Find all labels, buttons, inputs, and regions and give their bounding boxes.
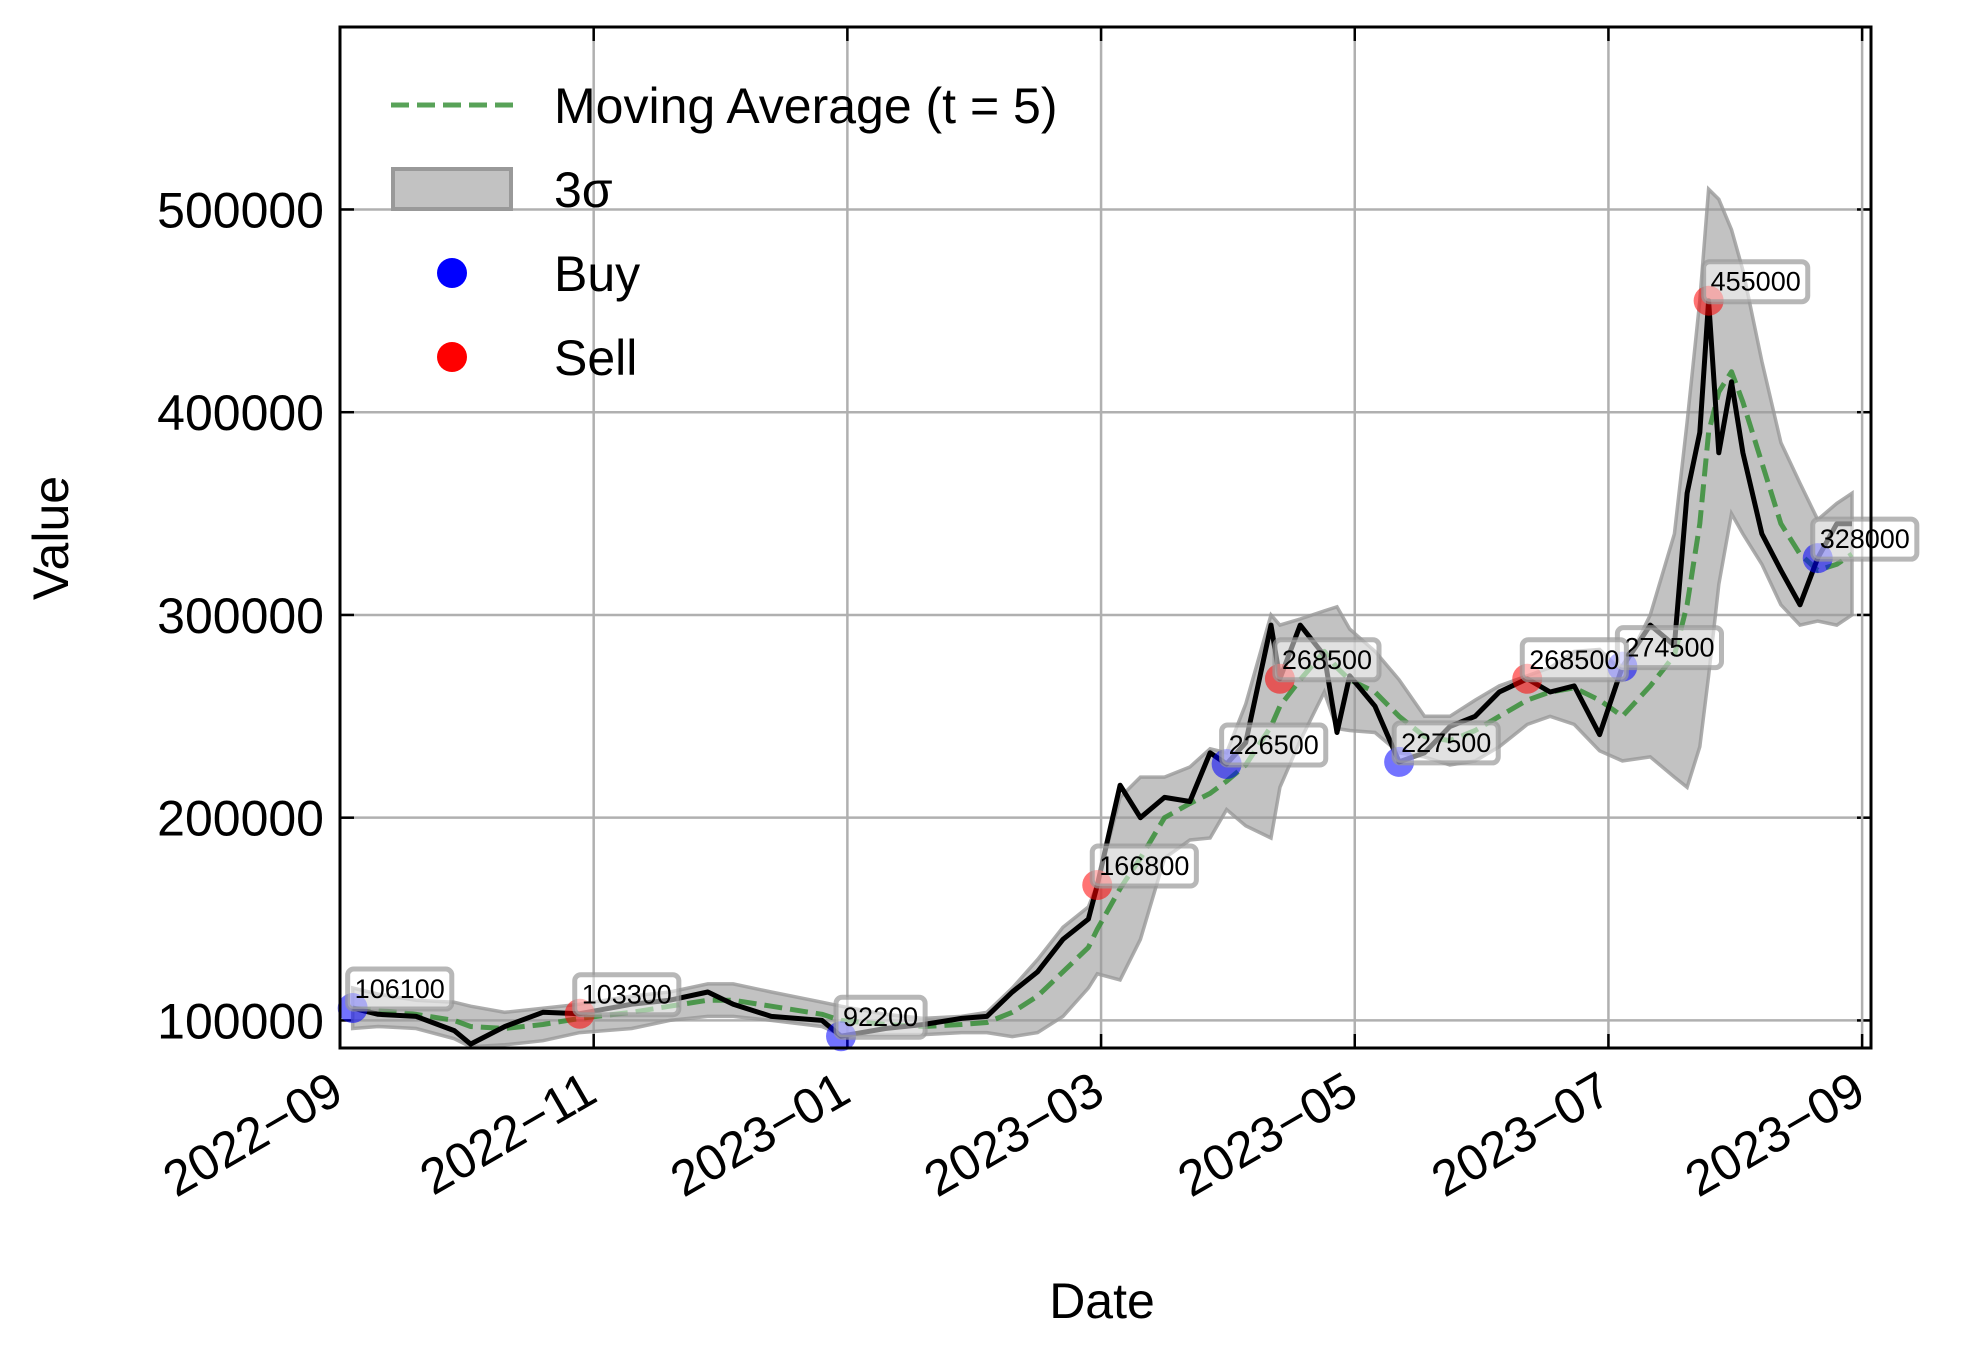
annotation-box bbox=[572, 972, 682, 1018]
y-tick-label: 200000 bbox=[157, 791, 324, 847]
x-tick-label: 2023−05 bbox=[1168, 1061, 1366, 1208]
annotation-box bbox=[1519, 637, 1629, 683]
annotation: 226500 bbox=[1229, 730, 1319, 760]
x-tick-label: 2023−07 bbox=[1422, 1061, 1620, 1208]
annotation: 103300 bbox=[582, 980, 672, 1010]
legend-label: Sell bbox=[554, 330, 637, 386]
annotation-box bbox=[1089, 843, 1199, 889]
legend-label: Buy bbox=[554, 246, 640, 302]
plot-frame bbox=[338, 25, 1873, 1050]
annotation: 227500 bbox=[1401, 728, 1491, 758]
annotation: 268500 bbox=[1529, 645, 1619, 675]
annotation: 268500 bbox=[1282, 645, 1372, 675]
y-tick-label: 400000 bbox=[157, 385, 324, 441]
annotation-box bbox=[1391, 720, 1501, 766]
annotation-box bbox=[1810, 516, 1920, 562]
y-tick-label: 500000 bbox=[157, 182, 324, 238]
plot-area bbox=[350, 185, 1854, 1048]
y-axis-label: Value bbox=[23, 476, 79, 600]
x-tick-label: 2022−09 bbox=[154, 1061, 352, 1208]
legend-swatch bbox=[437, 258, 467, 288]
legend-label: 3σ bbox=[554, 162, 613, 218]
legend-swatch bbox=[391, 167, 513, 211]
legend-swatch bbox=[437, 342, 467, 372]
x-tick-label: 2022−11 bbox=[411, 1061, 606, 1206]
annotation-box bbox=[1272, 637, 1382, 683]
annotation: 328000 bbox=[1820, 524, 1910, 554]
annotation-box bbox=[1219, 722, 1329, 768]
annotation-box bbox=[345, 966, 455, 1012]
sigma-band bbox=[350, 185, 1854, 1048]
annotation: 106100 bbox=[355, 974, 445, 1004]
annotation: 92200 bbox=[843, 1002, 918, 1032]
y-tick-label: 300000 bbox=[157, 588, 324, 644]
value-line bbox=[352, 298, 1852, 1047]
annotation-box bbox=[833, 994, 928, 1040]
x-tick-label: 2023−03 bbox=[915, 1061, 1113, 1208]
x-tick-label: 2023−09 bbox=[1676, 1061, 1874, 1208]
annotation: 274500 bbox=[1624, 633, 1714, 663]
moving-average-line bbox=[352, 369, 1854, 1031]
annotation: 455000 bbox=[1711, 267, 1801, 297]
annotation: 166800 bbox=[1099, 851, 1189, 881]
y-tick-label: 100000 bbox=[157, 993, 324, 1049]
x-axis-label: Date bbox=[1049, 1273, 1155, 1329]
x-tick-label: 2023−01 bbox=[661, 1061, 859, 1208]
legend-label: Moving Average (t = 5) bbox=[554, 78, 1058, 134]
annotation-box bbox=[1701, 259, 1811, 305]
